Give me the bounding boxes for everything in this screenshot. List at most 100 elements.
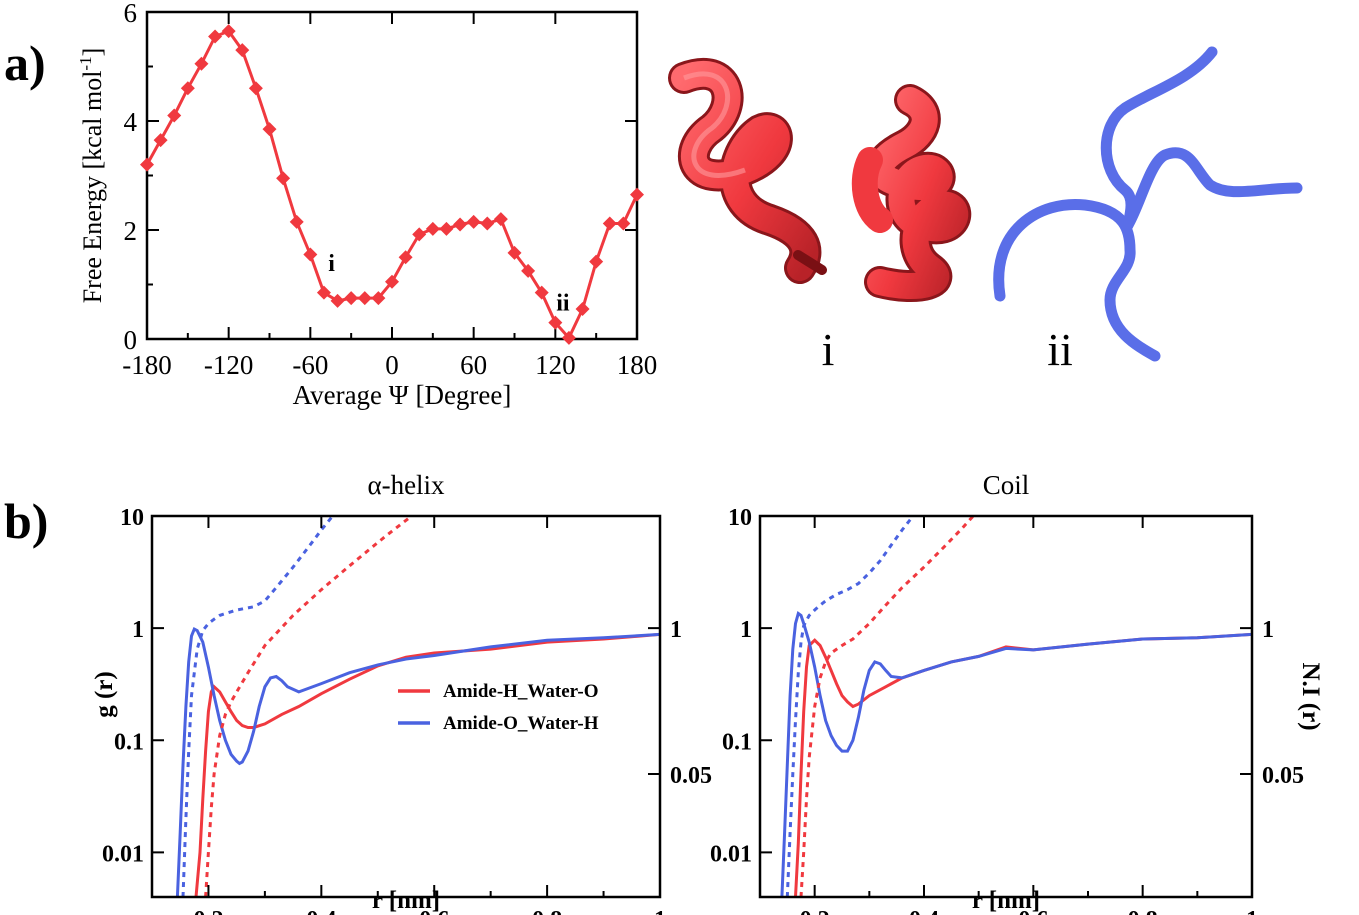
data-point [167,108,182,123]
data-point [548,315,563,330]
right-tick-label: 0.05 [1262,763,1304,789]
y-tick-label: 6 [124,0,138,28]
x-tick-label: -60 [292,350,328,380]
right-tick-label: 0.05 [670,763,712,789]
panel-label-b: b) [4,493,48,549]
series-line-0 [794,632,1252,897]
data-point [235,43,250,58]
rdf-coil-chart: Coil 0.2 0.4 0.6 0.8 1 0.01 0.1 1 10 1 0.05 r [nm] N.… [710,470,1324,915]
free-energy-chart: -180 -120 -60 0 60 120 180 0 2 4 6 Average Ψ [Degre… [76,0,657,410]
right-tick-label: 1 [670,617,682,643]
data-point [493,212,508,227]
x-tick-label: 0.4 [909,907,939,915]
data-point [616,216,631,231]
x-tick-label: 0.6 [1018,907,1048,915]
series-line-1 [780,611,1252,897]
y-axis-label-main: Free Energy [kcal mol [78,71,107,304]
x-axis-label: Average Ψ [Degree] [293,380,512,410]
structure-label-i: i [822,324,835,375]
x-tick-label: 0.6 [419,907,449,915]
data-point [425,221,440,236]
data-point [398,250,413,265]
y-axis-label: g (r) [91,671,118,718]
y-tick-label: 0.01 [102,841,144,867]
series-line-3 [181,516,334,897]
data-point [602,216,617,231]
y-tick-label: 10 [728,505,752,531]
right-tick-label: 1 [1262,617,1274,643]
data-point [521,263,536,278]
x-tick-label: 0 [385,350,399,380]
point-annotation: ii [556,291,570,317]
data-point [330,293,345,308]
y-tick-label: 0.1 [114,729,144,755]
x-tick-label: 60 [460,350,487,380]
series-group [780,516,1252,897]
x-tick-label: 0.2 [800,907,830,915]
data-point [561,330,576,345]
data-point [289,214,304,229]
x-tick-label: 0.2 [193,907,223,915]
y-tick-label: 4 [124,107,138,137]
data-point [180,81,195,96]
data-point [140,157,154,172]
y-tick-label: 2 [124,216,138,246]
data-point [385,274,399,289]
data-point [630,187,644,202]
data-point [303,247,318,262]
legend-label: Amide-H_Water-O [443,681,598,702]
data-point [534,285,549,300]
coil-structure [993,46,1303,362]
data-point [153,133,168,148]
data-point [276,171,291,186]
y-tick-label: 0.1 [722,729,752,755]
y-tick-label: 0.01 [710,841,752,867]
x-tick-label: 180 [617,350,658,380]
x-axis-label: r [nm] [972,887,1040,914]
y-tick-label: 10 [120,505,144,531]
data-point [575,302,590,317]
x-tick-label: 0.8 [1128,907,1158,915]
plot-frame [758,514,1254,899]
panel-title: Coil [983,470,1030,500]
series-line-2 [799,516,975,897]
data-point [262,122,277,137]
data-point [316,285,331,300]
rdf-helix-chart: α-helix 0.2 0.4 0.6 0.8 1 0.01 0.1 1 10 1 0.05 r [nm… [91,470,712,915]
y-axis-label-end: ] [78,48,107,57]
data-point [344,291,359,306]
data-point [221,24,236,39]
structure-label-ii: ii [1047,324,1073,375]
y-tick-label: 1 [740,617,752,643]
data-point [248,81,263,96]
helix-structure-1 [668,57,827,284]
x-tick-label: 120 [535,350,576,380]
x-tick-label: -180 [122,350,172,380]
legend-label: Amide-O_Water-H [443,713,599,734]
panel-title: α-helix [367,470,445,500]
y-tick-label: 0 [124,325,138,355]
data-point [194,56,209,71]
x-tick-label: 0.8 [532,907,562,915]
data-point [439,221,454,236]
series-line-3 [785,516,915,897]
data-point [507,245,522,260]
point-annotation: i [328,251,335,277]
y-tick-label: 1 [132,617,144,643]
data-point [466,214,481,229]
x-tick-label: 1 [1246,907,1258,915]
structure-illustrations [668,46,1303,362]
data-point [589,254,604,269]
y-axis-label: Free Energy [kcal mol-1] [76,48,107,304]
series-group [175,516,660,897]
series-line-1 [175,627,660,897]
data-point [453,217,468,232]
helix-structure-2 [851,84,972,303]
series-line-2 [204,516,413,897]
data-point [480,216,495,231]
panel-label-a: a) [4,35,46,91]
right-axis-label: N.I (r) [1297,662,1324,730]
x-axis-label: r [nm] [372,887,440,914]
y-axis-label-sup: -1 [76,56,95,70]
